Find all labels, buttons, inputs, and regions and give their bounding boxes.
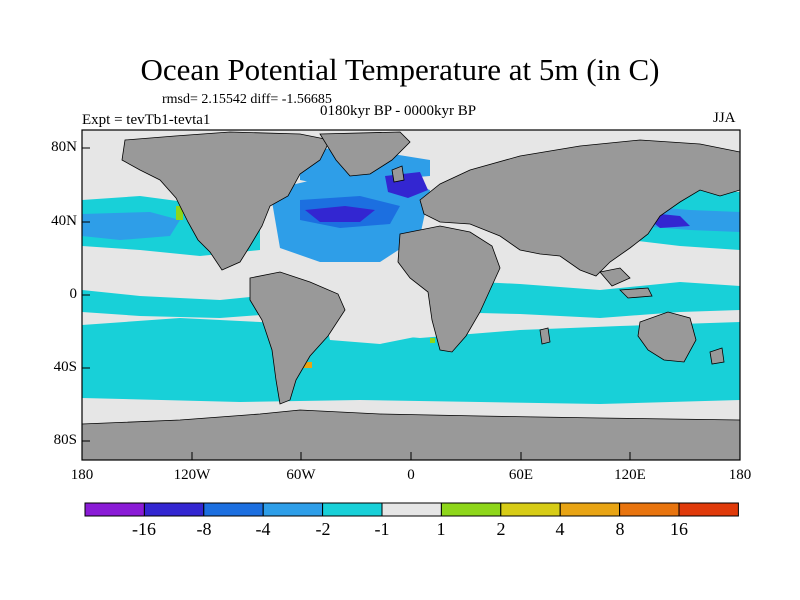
- lon-label-0: 0: [407, 467, 415, 483]
- colorbar-label-2: 2: [496, 519, 506, 539]
- anomaly-field: [82, 131, 740, 460]
- britain-land: [391, 165, 405, 183]
- experiment-label: Expt = tevTb1-tevta1: [82, 112, 211, 128]
- lat-label-40s: 40S: [53, 359, 77, 375]
- north-america-land: [121, 131, 331, 271]
- colorbar: [84, 502, 739, 517]
- lat-label-40n: 40N: [51, 213, 77, 229]
- land-masses: [82, 131, 740, 460]
- colorbar-box-6: [381, 502, 442, 517]
- south-atlantic-neutral: [320, 296, 420, 344]
- north-atlantic-deep: [305, 206, 375, 222]
- colorbar-box-8: [500, 502, 561, 517]
- indonesia-land: [599, 267, 631, 287]
- warm-patch-agulhas: [430, 338, 435, 343]
- hot-patch-argentina: [302, 362, 312, 368]
- australia-land: [637, 311, 697, 363]
- colorbar-box-11: [678, 502, 739, 517]
- axis-ticks: [81, 147, 741, 460]
- colorbar-box-7: [440, 502, 502, 517]
- colorbar-label-neg8: -8: [196, 519, 212, 539]
- indian-ocean-cool-band: [440, 280, 740, 318]
- africa-land: [397, 225, 501, 353]
- colorbar-label-4: 4: [555, 519, 565, 539]
- colorbar-box-1: [84, 502, 145, 517]
- tropical-pacific-cool-band: [82, 290, 300, 318]
- lon-label-180w: 180: [70, 467, 94, 483]
- season-label: JJA: [713, 110, 736, 126]
- colorbar-label-neg16: -16: [132, 519, 156, 539]
- stats-text: rmsd= 2.15542 diff= -1.56685: [162, 92, 332, 107]
- colorbar-label-1: 1: [436, 519, 446, 539]
- lon-label-60e: 60E: [508, 467, 534, 483]
- colorbar-label-neg2: -2: [315, 519, 331, 539]
- colorbar-box-2: [143, 502, 205, 517]
- eurasia-land: [419, 139, 740, 277]
- new-zealand-land: [709, 347, 725, 365]
- lat-label-80n: 80N: [51, 139, 77, 155]
- antarctica-land: [82, 409, 740, 460]
- madagascar-land: [539, 327, 551, 345]
- greenland-land: [319, 131, 411, 177]
- lat-label-0: 0: [69, 286, 78, 302]
- warm-patch-pacific: [176, 206, 183, 220]
- plot-title: Ocean Potential Temperature at 5m (in C): [140, 52, 660, 87]
- lon-label-180e: 180: [728, 467, 752, 483]
- colorbar-label-16: 16: [670, 519, 688, 539]
- lon-label-120e: 120E: [614, 467, 646, 483]
- lat-label-80s: 80S: [53, 432, 77, 448]
- south-america-land: [249, 271, 346, 405]
- southern-ocean-cool-band: [82, 318, 740, 404]
- colorbar-box-9: [559, 502, 621, 517]
- north-pacific-moderate-west: [82, 212, 180, 240]
- colorbar-box-5: [322, 502, 383, 517]
- colorbar-box-3: [203, 502, 264, 517]
- colorbar-box-4: [262, 502, 324, 517]
- new-guinea-land: [619, 287, 653, 299]
- lon-label-60w: 60W: [286, 467, 316, 483]
- colorbar-label-neg1: -1: [374, 519, 390, 539]
- colorbar-label-neg4: -4: [255, 519, 271, 539]
- lon-label-120w: 120W: [173, 467, 211, 483]
- colorbar-label-8: 8: [615, 519, 625, 539]
- period-label: 0180kyr BP - 0000kyr BP: [320, 103, 477, 119]
- colorbar-box-10: [619, 502, 680, 517]
